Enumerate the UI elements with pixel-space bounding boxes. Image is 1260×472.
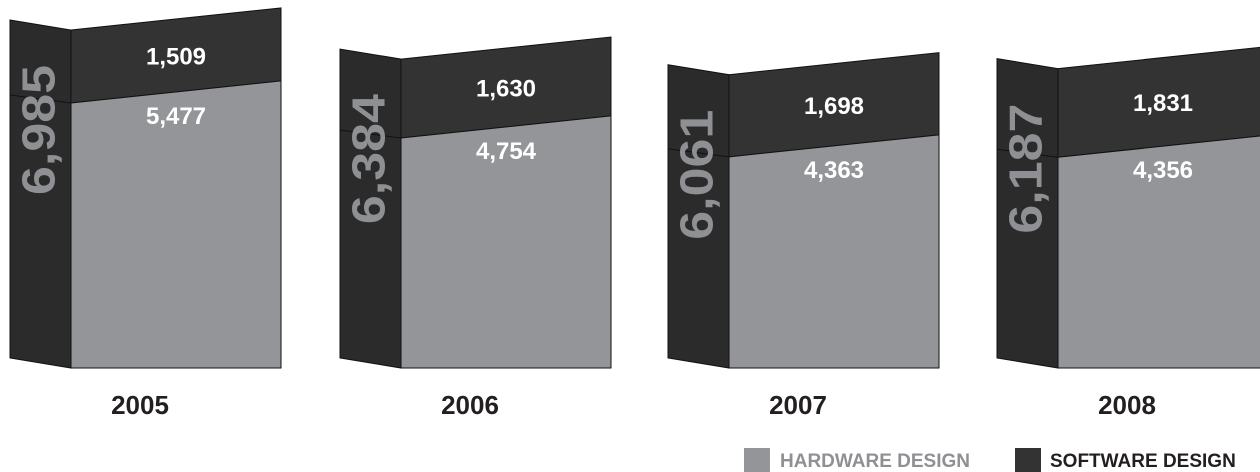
label-software-2007: 1,698	[804, 93, 864, 120]
box-2008: 1,831 4,356 6,187 2008	[996, 46, 1260, 420]
label-software-2005: 1,509	[146, 43, 206, 70]
side-divider-2006	[339, 129, 402, 139]
legend-label-software: SOFTWARE DESIGN	[1050, 451, 1236, 472]
box-2007: 1,698 4,363 6,061 2007	[667, 52, 940, 420]
legend-swatch-software	[1015, 448, 1041, 472]
box-2006: 1,630 4,754 6,384 2006	[339, 36, 612, 420]
label-total-2007: 6,061	[671, 110, 723, 240]
side-divider-2007	[667, 148, 730, 158]
label-total-2006: 6,384	[343, 94, 395, 224]
bar-hardware-2007	[728, 134, 940, 369]
side-divider-2005	[9, 94, 72, 104]
category-label-2008: 2008	[1098, 390, 1156, 420]
bar-hardware-2005	[70, 80, 282, 369]
label-hardware-2006: 4,754	[476, 138, 537, 165]
label-hardware-2008: 4,356	[1133, 157, 1193, 184]
legend-swatch-hardware	[744, 448, 770, 472]
label-total-2005: 6,985	[13, 65, 65, 195]
label-software-2008: 1,831	[1133, 90, 1193, 117]
label-hardware-2007: 4,363	[804, 157, 864, 184]
category-label-2007: 2007	[769, 390, 827, 420]
label-total-2008: 6,187	[1000, 104, 1052, 234]
category-label-2006: 2006	[441, 390, 499, 420]
legend-label-hardware: HARDWARE DESIGN	[780, 451, 970, 472]
box-2005: 1,509 5,477 6,985 2005	[9, 7, 282, 420]
label-hardware-2005: 5,477	[146, 103, 206, 130]
bar-software-2008	[1057, 46, 1260, 158]
side-divider-2008	[996, 148, 1059, 158]
label-software-2006: 1,630	[476, 75, 536, 102]
bar-hardware-2006	[400, 115, 612, 369]
legend: HARDWARE DESIGN SOFTWARE DESIGN	[744, 448, 1236, 472]
bar-hardware-2008	[1057, 135, 1260, 369]
category-label-2005: 2005	[111, 390, 169, 420]
